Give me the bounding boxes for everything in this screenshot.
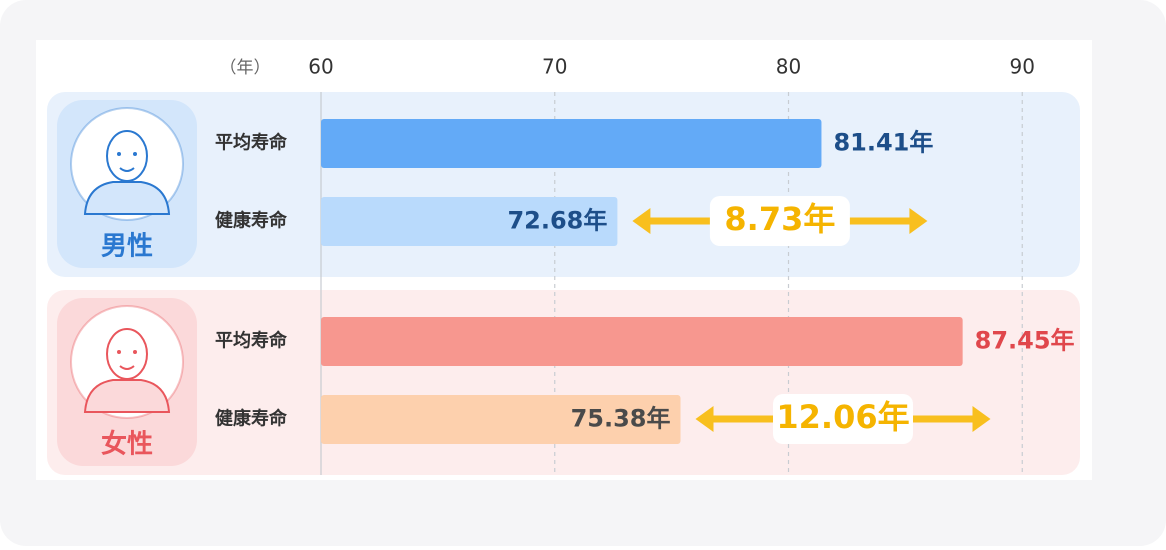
icon-body xyxy=(83,181,171,215)
arrow-head xyxy=(632,208,651,234)
icon-eye xyxy=(133,152,137,156)
gap-label-bg xyxy=(709,196,850,246)
bar xyxy=(321,119,822,168)
value-label: 81.41年 xyxy=(833,129,933,157)
icon-smile xyxy=(119,365,135,370)
gap-label: 8.73年 xyxy=(724,200,835,238)
unit-label: （年） xyxy=(220,58,271,78)
arrow-head xyxy=(909,208,928,234)
row-label: 平均寿命 xyxy=(215,330,288,352)
row-label: 健康寿命 xyxy=(215,210,288,232)
icon-head xyxy=(106,130,148,182)
icon-eye xyxy=(133,350,137,354)
bar xyxy=(321,197,618,246)
group-name: 男性 xyxy=(101,232,153,262)
x-tick-label: 90 xyxy=(1010,55,1035,79)
icon-body xyxy=(83,379,171,413)
x-tick-label: 70 xyxy=(542,55,567,79)
arrow-head xyxy=(695,406,714,432)
value-label: 75.38年 xyxy=(571,405,671,433)
icon-smile xyxy=(119,167,135,172)
icon-eye xyxy=(117,152,121,156)
value-label: 72.68年 xyxy=(507,207,607,235)
row-label: 健康寿命 xyxy=(215,408,288,430)
group-name: 女性 xyxy=(101,429,153,460)
x-tick-label: 60 xyxy=(308,55,333,79)
arrow-head xyxy=(972,406,991,432)
gap-label: 12.06年 xyxy=(776,398,909,436)
gap-label-bg xyxy=(773,394,914,444)
value-label: 87.45年 xyxy=(975,327,1075,355)
row-label: 平均寿命 xyxy=(215,132,288,154)
bar xyxy=(321,395,681,444)
x-tick-label: 80 xyxy=(776,55,801,79)
icon-head xyxy=(106,328,148,380)
bar xyxy=(321,317,963,366)
icon-eye xyxy=(117,350,121,354)
